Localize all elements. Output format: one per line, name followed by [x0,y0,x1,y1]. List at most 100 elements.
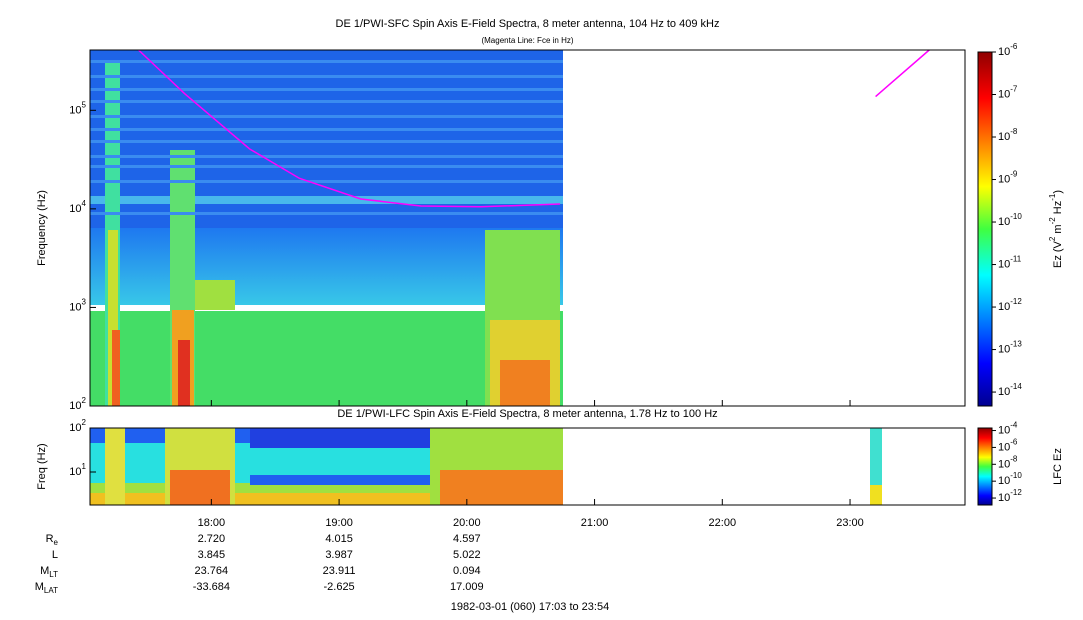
row-label-sub: LAT [44,586,58,595]
spectrogram-cell [178,340,190,406]
tick-base: 10 [998,458,1010,470]
colorbar-tick-label: 10-9 [998,170,1018,186]
colorbar-tick-label: 10-10 [998,471,1022,487]
tick-exponent: -8 [1010,454,1018,463]
tick-base: 10 [998,386,1010,398]
tick-exponent: -12 [1010,488,1022,497]
label-text: m [1052,224,1064,236]
spectrogram-stripe [90,180,563,183]
x-tick-label: 22:00 [709,517,737,529]
y-axis-label: Frequency (Hz) [36,190,48,266]
tick-base: 10 [69,466,81,478]
colorbar-tick-label: 10-6 [998,438,1018,454]
tick-exponent: -6 [1010,438,1018,447]
y-tick-label: 102 [69,396,86,412]
row-label-sub: e [54,538,59,547]
plot-frame [89,49,966,407]
label-text: Ez (V [1052,240,1064,268]
row-label: L [52,549,58,561]
tick-base: 10 [998,131,1010,143]
spectrogram-cell [90,228,563,305]
spectrogram-cell [500,360,550,406]
ephemeris-value: 2.720 [198,533,226,545]
tick-base: 10 [998,216,1010,228]
ephemeris-value: 23.764 [195,565,229,577]
tick-base: 10 [69,104,81,116]
tick-base: 10 [998,475,1010,487]
colorbar-tick-label: 10-11 [998,255,1022,271]
x-tick-label: 23:00 [836,517,864,529]
label-text: LFC Ez [1052,448,1064,485]
tick-exponent: -6 [1010,42,1018,51]
x-tick-label: 19:00 [325,517,353,529]
colorbar-tick-label: 10-12 [998,297,1022,313]
tick-exponent: 4 [82,199,87,208]
spectrogram-cell [108,230,118,406]
y-tick-label: 101 [69,462,86,478]
colorbar [977,427,993,506]
spectrogram-stripe [90,88,563,91]
colorbar-tick-label: 10-12 [998,488,1022,504]
chart-title: DE 1/PWI-SFC Spin Axis E-Field Spectra, … [336,18,720,30]
tick-base: 10 [69,203,81,215]
label-sup: -1 [1048,193,1057,201]
chart-title: DE 1/PWI-LFC Spin Axis E-Field Spectra, … [337,408,717,420]
row-label: MLT [40,565,58,579]
tick-exponent: -8 [1010,127,1018,136]
x-tick-label: 21:00 [581,517,609,529]
tick-exponent: 2 [82,396,87,405]
colorbar-tick-label: 10-8 [998,127,1018,143]
ephemeris-value: 17.009 [450,581,484,593]
colorbar-tick-label: 10-7 [998,85,1018,101]
fce-line [138,49,930,208]
ephemeris-value: 23.911 [323,565,356,577]
row-label-main: M [40,565,49,577]
tick-base: 10 [998,301,1010,313]
ephemeris-value: 4.015 [325,533,353,545]
tick-base: 10 [998,46,1010,58]
y-axis-label: Freq (Hz) [36,443,48,489]
label-text: Hz [1052,201,1064,218]
row-label-main: M [35,581,44,593]
ephemeris-value: 5.022 [453,549,481,561]
spectrogram-stripe [90,128,563,131]
label-text: ) [1052,190,1064,194]
spectrogram-stripe [90,140,563,143]
colorbar-tick-label: 10-10 [998,212,1022,228]
spectrogram-stripe [90,155,563,158]
tick-base: 10 [998,88,1010,100]
ephemeris-value: 3.845 [198,549,226,561]
tick-exponent: -13 [1010,340,1022,349]
colorbar-tick-label: 10-4 [998,421,1018,437]
spectrogram-stripe [90,115,563,118]
row-label-sub: LT [49,570,58,579]
tick-base: 10 [998,492,1010,504]
spectrogram-cell [105,428,125,505]
colorbar-tick-label: 10-13 [998,340,1022,356]
tick-exponent: 3 [82,298,87,307]
tick-base: 10 [998,441,1010,453]
chart-subtitle: (Magenta Line: Fce in Hz) [481,36,573,45]
ephemeris-value: -33.684 [193,581,230,593]
row-label-main: R [46,533,54,545]
tick-exponent: -10 [1010,471,1022,480]
x-tick-label: 18:00 [198,517,226,529]
colorbar-tick-label: 10-6 [998,42,1018,58]
tick-base: 10 [69,422,81,434]
tick-exponent: 5 [82,100,87,109]
spectrogram-cell [250,475,430,485]
spectrogram-cell [440,470,563,505]
tick-exponent: 2 [82,418,87,427]
label-sup: -2 [1048,217,1057,225]
spectrogram-cell [250,428,430,448]
tick-base: 10 [998,258,1010,270]
colorbar-label: LFC Ez [1052,448,1064,485]
y-tick-label: 105 [69,100,86,116]
plot-frame [89,427,966,506]
tick-base: 10 [998,173,1010,185]
x-tick-label: 20:00 [453,517,481,529]
y-tick-label: 104 [69,199,86,215]
spectrogram-cell [90,196,563,204]
spectrogram-image [90,50,882,505]
